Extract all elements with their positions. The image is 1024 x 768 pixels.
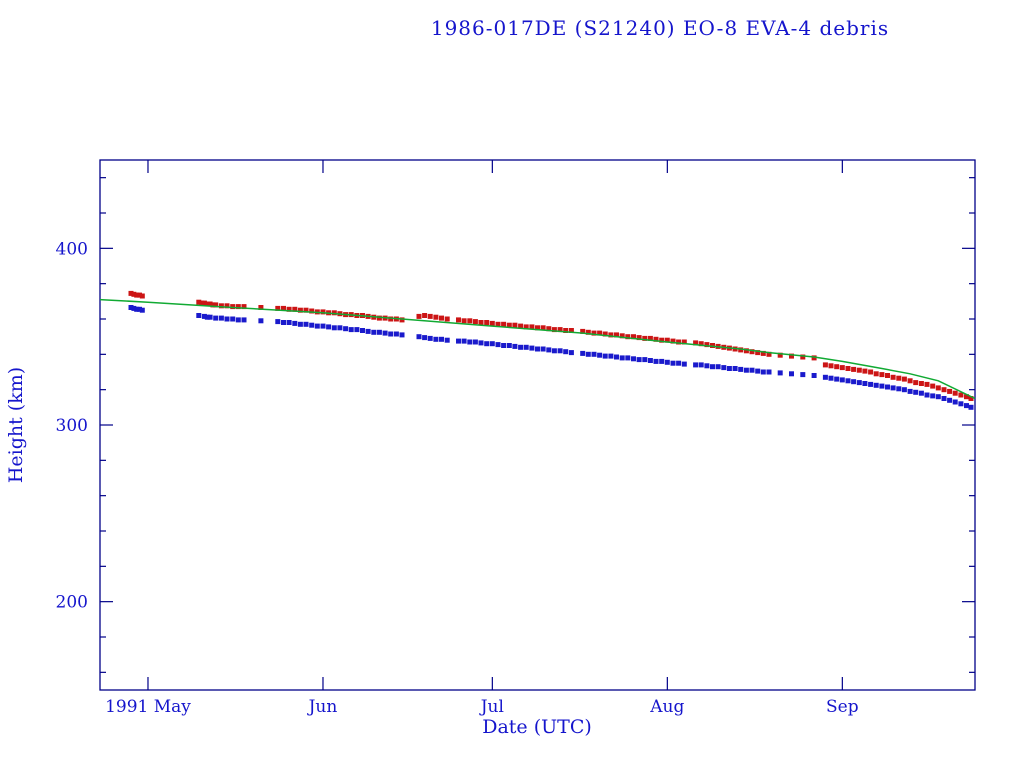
x-ticks: 1991 May Jun Jul Aug Sep [105, 160, 859, 717]
svg-text:1991 May: 1991 May [105, 697, 191, 717]
plot-frame [99, 159, 976, 691]
chart-title: 1986-017DE (S21240) EO-8 EVA-4 debris [430, 16, 890, 40]
perigee-height-series [128, 305, 974, 410]
apogee-height-series [128, 290, 974, 401]
svg-text:200: 200 [56, 593, 88, 613]
svg-text:Sep: Sep [826, 697, 859, 717]
svg-text:400: 400 [56, 239, 88, 259]
x-axis-label: Date (UTC) [482, 716, 592, 738]
y-ticks: 200 300 400 [56, 177, 975, 673]
mean-height-trend-series [99, 298, 976, 400]
svg-text:300: 300 [56, 416, 88, 436]
svg-text:Jul: Jul [479, 697, 504, 717]
svg-text:Jun: Jun [307, 697, 338, 717]
svg-text:Aug: Aug [649, 697, 684, 717]
